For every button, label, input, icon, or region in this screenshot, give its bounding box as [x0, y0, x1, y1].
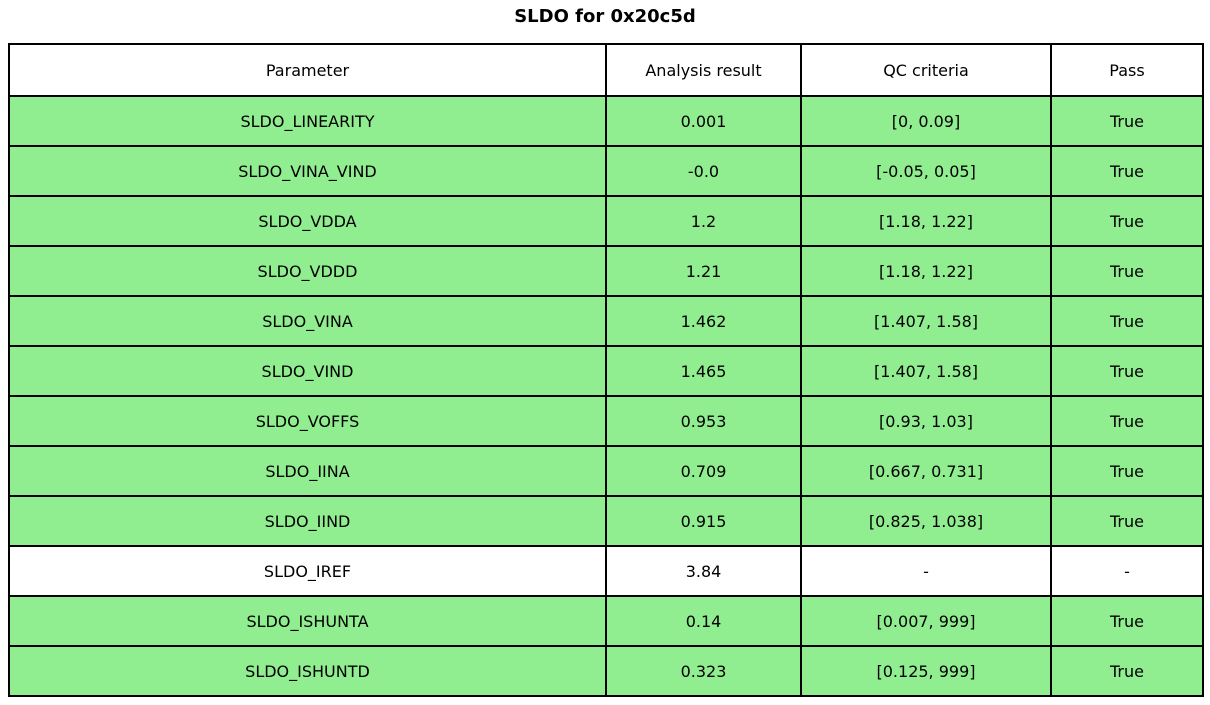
analysis-result-cell: 1.2: [605, 195, 802, 247]
pass-cell: True: [1050, 295, 1204, 347]
pass-cell: True: [1050, 445, 1204, 497]
table-header-row: Parameter Analysis result QC criteria Pa…: [8, 43, 1204, 97]
qc-criteria-cell: [1.407, 1.58]: [800, 345, 1052, 397]
qc-criteria-cell: -: [800, 545, 1052, 597]
parameter-cell: SLDO_VDDA: [8, 195, 607, 247]
analysis-result-cell: 3.84: [605, 545, 802, 597]
pass-cell: True: [1050, 95, 1204, 147]
qc-criteria-cell: [0.007, 999]: [800, 595, 1052, 647]
pass-cell: True: [1050, 345, 1204, 397]
column-header-analysis-result: Analysis result: [605, 43, 802, 97]
pass-cell: -: [1050, 545, 1204, 597]
table-row: SLDO_LINEARITY 0.001 [0, 0.09] True: [8, 95, 1204, 147]
parameter-cell: SLDO_IINA: [8, 445, 607, 497]
table-row: SLDO_ISHUNTA 0.14 [0.007, 999] True: [8, 595, 1204, 647]
parameter-cell: SLDO_ISHUNTD: [8, 645, 607, 697]
qc-criteria-cell: [1.18, 1.22]: [800, 195, 1052, 247]
analysis-result-cell: 1.465: [605, 345, 802, 397]
table-row: SLDO_VIND 1.465 [1.407, 1.58] True: [8, 345, 1204, 397]
pass-cell: True: [1050, 245, 1204, 297]
pass-cell: True: [1050, 495, 1204, 547]
table-row: SLDO_VDDA 1.2 [1.18, 1.22] True: [8, 195, 1204, 247]
analysis-result-cell: 0.001: [605, 95, 802, 147]
qc-criteria-cell: [1.407, 1.58]: [800, 295, 1052, 347]
table-body: SLDO_LINEARITY 0.001 [0, 0.09] True SLDO…: [8, 95, 1204, 697]
table-row: SLDO_VOFFS 0.953 [0.93, 1.03] True: [8, 395, 1204, 447]
pass-cell: True: [1050, 145, 1204, 197]
parameter-cell: SLDO_LINEARITY: [8, 95, 607, 147]
analysis-result-cell: 0.323: [605, 645, 802, 697]
pass-cell: True: [1050, 645, 1204, 697]
qc-criteria-cell: [0, 0.09]: [800, 95, 1052, 147]
page-title: SLDO for 0x20c5d: [514, 6, 696, 27]
parameter-cell: SLDO_VINA_VIND: [8, 145, 607, 197]
parameter-cell: SLDO_IIND: [8, 495, 607, 547]
table-row: SLDO_IINA 0.709 [0.667, 0.731] True: [8, 445, 1204, 497]
parameter-cell: SLDO_IREF: [8, 545, 607, 597]
table-row: SLDO_VINA_VIND -0.0 [-0.05, 0.05] True: [8, 145, 1204, 197]
analysis-result-cell: 1.21: [605, 245, 802, 297]
qc-criteria-cell: [-0.05, 0.05]: [800, 145, 1052, 197]
qc-results-table: Parameter Analysis result QC criteria Pa…: [8, 43, 1204, 697]
parameter-cell: SLDO_VINA: [8, 295, 607, 347]
analysis-result-cell: 0.14: [605, 595, 802, 647]
pass-cell: True: [1050, 395, 1204, 447]
qc-criteria-cell: [1.18, 1.22]: [800, 245, 1052, 297]
table-row: SLDO_IIND 0.915 [0.825, 1.038] True: [8, 495, 1204, 547]
parameter-cell: SLDO_ISHUNTA: [8, 595, 607, 647]
table-row: SLDO_VINA 1.462 [1.407, 1.58] True: [8, 295, 1204, 347]
column-header-qc-criteria: QC criteria: [800, 43, 1052, 97]
pass-cell: True: [1050, 595, 1204, 647]
analysis-result-cell: 0.953: [605, 395, 802, 447]
analysis-result-cell: 0.709: [605, 445, 802, 497]
column-header-parameter: Parameter: [8, 43, 607, 97]
analysis-result-cell: -0.0: [605, 145, 802, 197]
analysis-result-cell: 0.915: [605, 495, 802, 547]
qc-criteria-cell: [0.667, 0.731]: [800, 445, 1052, 497]
parameter-cell: SLDO_VIND: [8, 345, 607, 397]
parameter-cell: SLDO_VDDD: [8, 245, 607, 297]
table-row: SLDO_VDDD 1.21 [1.18, 1.22] True: [8, 245, 1204, 297]
pass-cell: True: [1050, 195, 1204, 247]
parameter-cell: SLDO_VOFFS: [8, 395, 607, 447]
column-header-pass: Pass: [1050, 43, 1204, 97]
qc-criteria-cell: [0.125, 999]: [800, 645, 1052, 697]
qc-criteria-cell: [0.93, 1.03]: [800, 395, 1052, 447]
analysis-result-cell: 1.462: [605, 295, 802, 347]
table-row: SLDO_IREF 3.84 - -: [8, 545, 1204, 597]
qc-criteria-cell: [0.825, 1.038]: [800, 495, 1052, 547]
table-row: SLDO_ISHUNTD 0.323 [0.125, 999] True: [8, 645, 1204, 697]
